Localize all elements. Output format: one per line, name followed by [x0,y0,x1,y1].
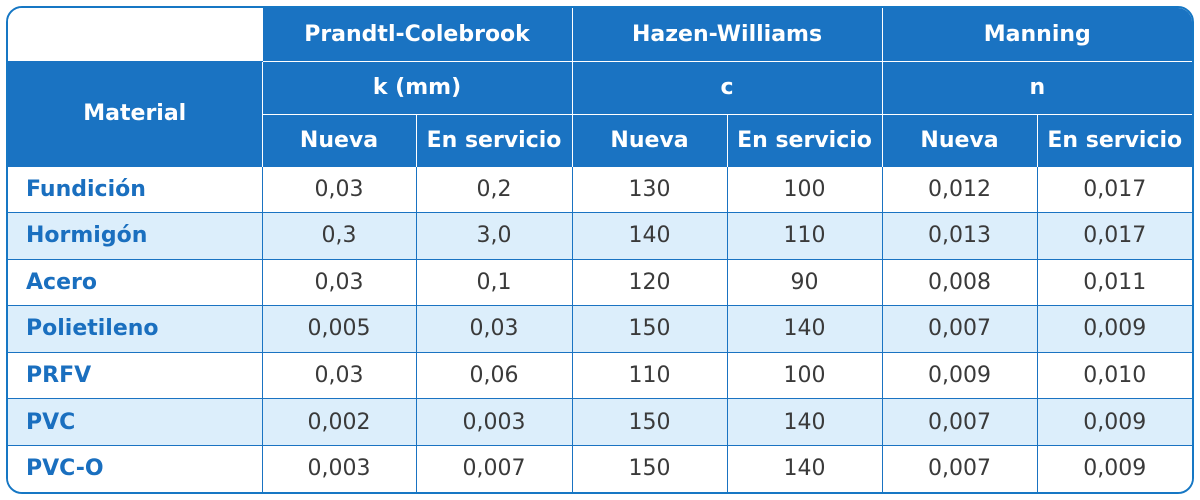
table-row: Polietileno 0,005 0,03 150 140 0,007 0,0… [8,305,1192,353]
value-cell: 0,3 [261,212,416,260]
material-cell: Acero [8,258,262,306]
value-cell: 100 [726,165,883,213]
value-cell: 0,012 [881,165,1038,213]
value-cell: 140 [726,398,883,446]
value-cell: 90 [726,258,883,306]
header-method-manning: Manning [881,8,1192,62]
value-cell: 0,003 [261,444,416,492]
header-material: Material [8,61,262,166]
value-cell: 0,009 [1036,305,1192,353]
value-cell: 0,005 [261,305,416,353]
header-row-params: Material k (mm) c n [8,61,1192,166]
value-cell: 140 [726,305,883,353]
header-method-prandtl-colebrook: Prandtl-Colebrook [261,8,573,62]
header-subcol-en-servicio: En servicio [415,114,573,166]
material-cell: Polietileno [8,305,262,353]
value-cell: 140 [571,212,728,260]
header-corner-cell [8,8,262,62]
header-subcol-en-servicio: En servicio [1036,114,1192,166]
value-cell: 0,011 [1036,258,1192,306]
roughness-coefficients-table-frame: Prandtl-Colebrook Hazen-Williams Manning… [6,6,1194,494]
header-subcol-en-servicio: En servicio [726,114,883,166]
header-subcol-nueva: Nueva [881,114,1038,166]
value-cell: 0,007 [881,444,1038,492]
value-cell: 0,03 [415,305,573,353]
value-cell: 3,0 [415,212,573,260]
value-cell: 0,009 [1036,398,1192,446]
value-cell: 0,1 [415,258,573,306]
value-cell: 0,009 [881,351,1038,399]
value-cell: 0,2 [415,165,573,213]
header-param-n: n [881,61,1192,115]
header-row-methods: Prandtl-Colebrook Hazen-Williams Manning [8,8,1192,62]
roughness-coefficients-table: Prandtl-Colebrook Hazen-Williams Manning… [8,8,1192,492]
value-cell: 140 [726,444,883,492]
material-cell: PVC-O [8,444,262,492]
material-cell: Fundición [8,165,262,213]
table-row: Acero 0,03 0,1 120 90 0,008 0,011 [8,258,1192,306]
value-cell: 130 [571,165,728,213]
value-cell: 150 [571,444,728,492]
header-method-hazen-williams: Hazen-Williams [571,8,883,62]
header-param-k: k (mm) [261,61,573,115]
value-cell: 150 [571,398,728,446]
table-row: Fundición 0,03 0,2 130 100 0,012 0,017 [8,165,1192,213]
value-cell: 0,03 [261,165,416,213]
header-subcol-nueva: Nueva [571,114,728,166]
value-cell: 0,007 [415,444,573,492]
value-cell: 0,007 [881,398,1038,446]
material-cell: Hormigón [8,212,262,260]
value-cell: 110 [726,212,883,260]
table-row: PVC 0,002 0,003 150 140 0,007 0,009 [8,398,1192,446]
value-cell: 0,009 [1036,444,1192,492]
value-cell: 0,03 [261,351,416,399]
value-cell: 110 [571,351,728,399]
table-row: PRFV 0,03 0,06 110 100 0,009 0,010 [8,351,1192,399]
value-cell: 0,010 [1036,351,1192,399]
value-cell: 150 [571,305,728,353]
value-cell: 0,002 [261,398,416,446]
header-subcol-nueva: Nueva [261,114,416,166]
value-cell: 0,013 [881,212,1038,260]
header-row-subcols: Nueva En servicio Nueva En servicio Nuev… [8,114,1192,166]
value-cell: 120 [571,258,728,306]
value-cell: 0,03 [261,258,416,306]
value-cell: 0,008 [881,258,1038,306]
table-row: PVC-O 0,003 0,007 150 140 0,007 0,009 [8,444,1192,492]
material-cell: PVC [8,398,262,446]
value-cell: 0,007 [881,305,1038,353]
value-cell: 100 [726,351,883,399]
table-row: Hormigón 0,3 3,0 140 110 0,013 0,017 [8,212,1192,260]
value-cell: 0,003 [415,398,573,446]
value-cell: 0,017 [1036,165,1192,213]
header-param-c: c [571,61,883,115]
material-cell: PRFV [8,351,262,399]
value-cell: 0,06 [415,351,573,399]
value-cell: 0,017 [1036,212,1192,260]
